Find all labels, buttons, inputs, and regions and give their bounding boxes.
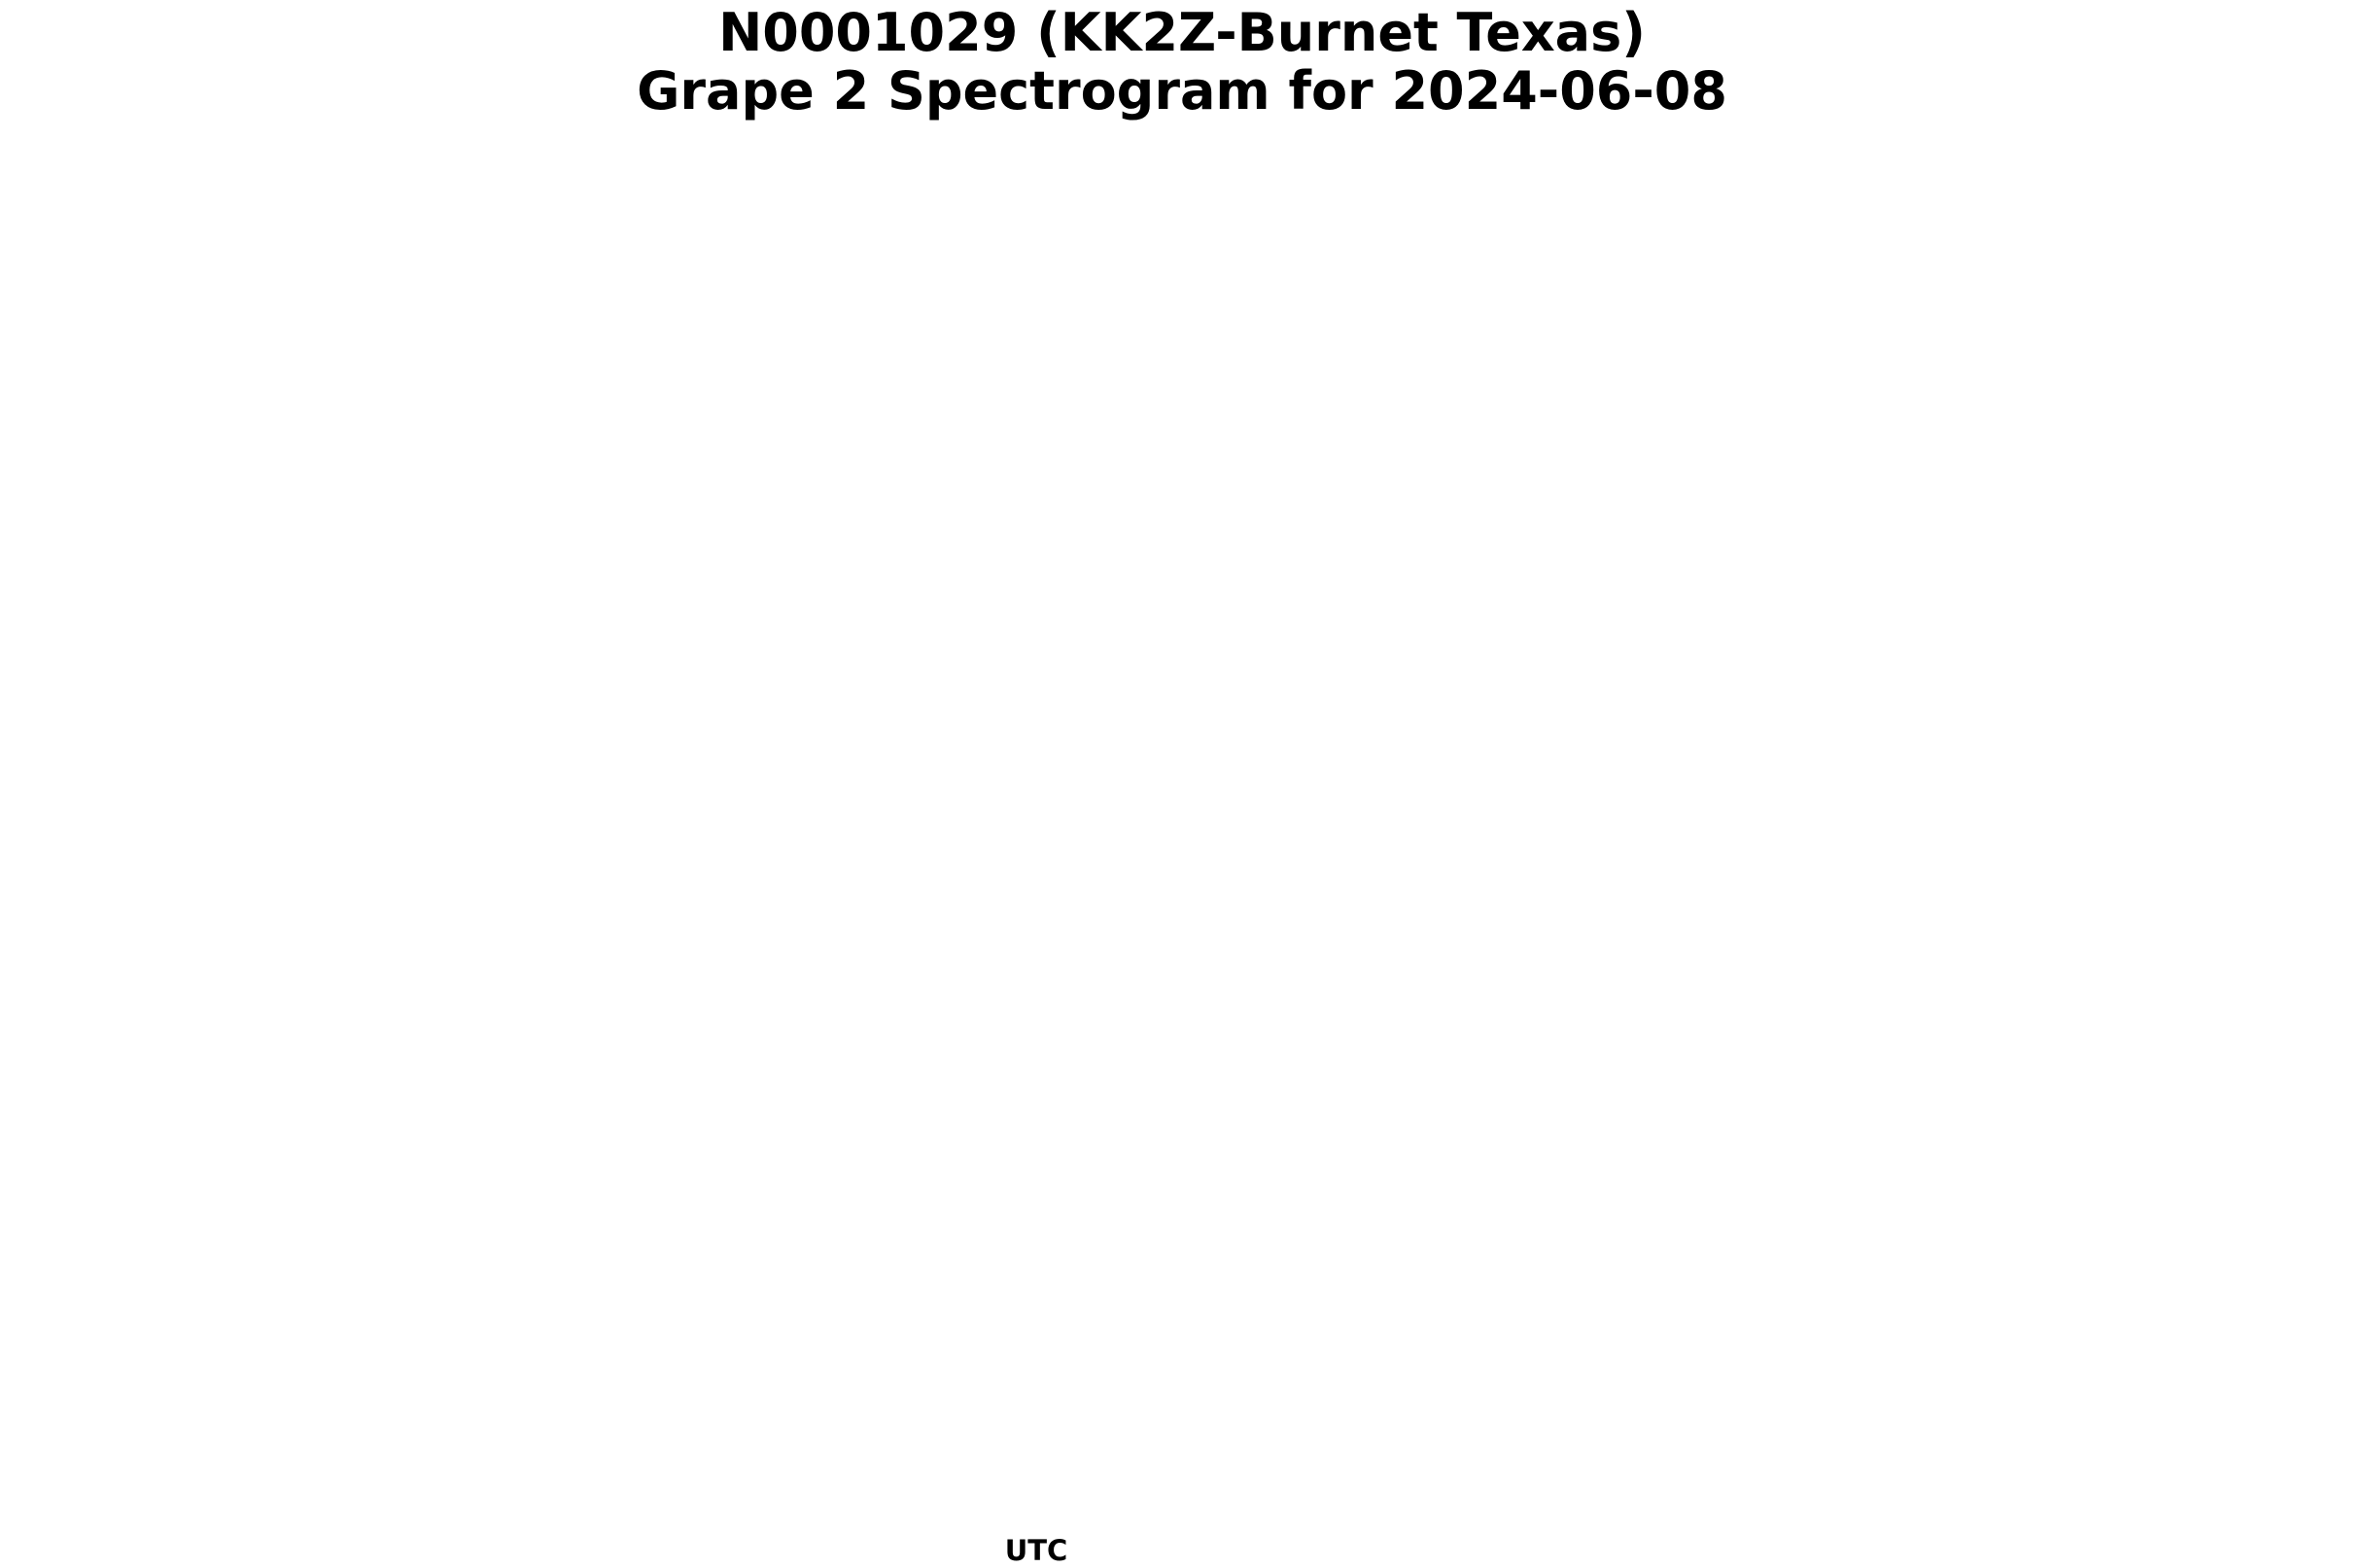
figure-title: N0001029 (KK2Z-Burnet Texas) [718, 2, 1646, 63]
x-axis-label: UTC [1004, 1534, 1068, 1567]
figure-subtitle: Grape 2 Spectrogram for 2024-06-08 [637, 60, 1727, 122]
